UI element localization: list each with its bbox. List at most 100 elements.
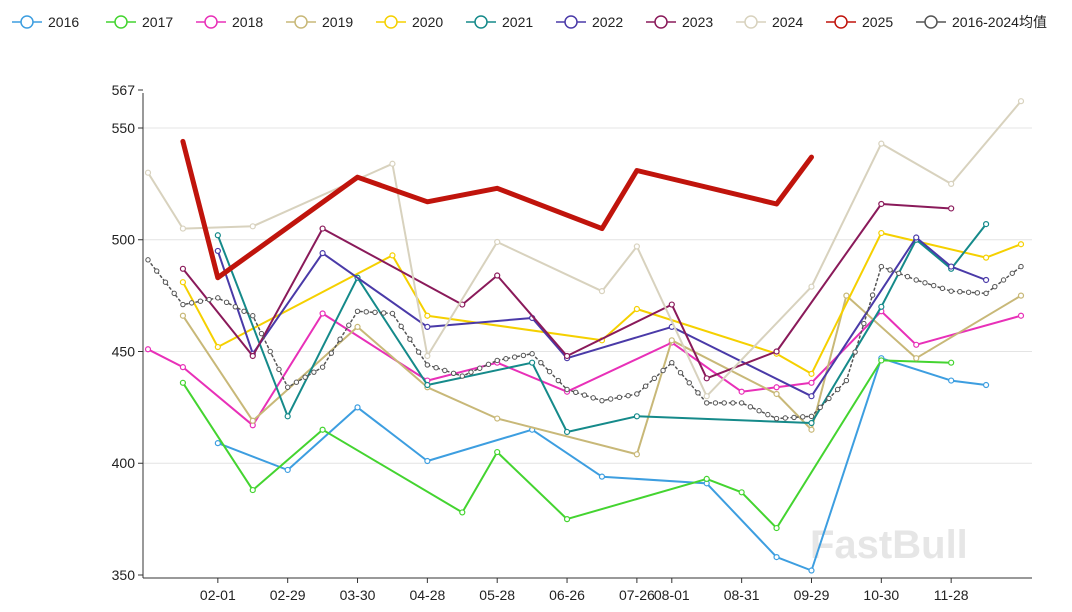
- data-point: [931, 282, 937, 289]
- data-point: [878, 357, 885, 364]
- legend-item-2025[interactable]: 2025: [826, 14, 893, 30]
- x-tick-label: 08-31: [724, 587, 760, 603]
- data-point: [843, 292, 850, 299]
- data-point: [773, 390, 780, 398]
- data-point: [703, 475, 710, 482]
- legend-item-2023[interactable]: 2023: [646, 14, 713, 30]
- data-point: [878, 200, 885, 208]
- data-point: [616, 394, 623, 401]
- data-point: [913, 277, 919, 283]
- data-point: [144, 169, 152, 176]
- data-point: [738, 400, 745, 406]
- data-point: [284, 384, 291, 390]
- legend-item-2016[interactable]: 2016: [12, 14, 79, 30]
- data-point: [607, 396, 614, 402]
- data-point: [1017, 312, 1025, 319]
- data-point: [939, 285, 946, 292]
- data-point: [922, 280, 928, 286]
- data-point: [695, 390, 701, 396]
- data-point: [800, 414, 806, 420]
- data-point: [494, 357, 500, 364]
- data-point: [808, 379, 815, 386]
- legend[interactable]: 2016 2017 2018 2019 2020 2021 2022 2023 2024 2025…: [12, 14, 1047, 30]
- legend-marker-icon: [114, 15, 128, 29]
- data-point: [494, 238, 501, 246]
- data-point: [389, 160, 396, 167]
- data-point: [354, 308, 361, 314]
- data-point: [494, 448, 501, 456]
- series-line: [216, 357, 988, 572]
- data-point: [214, 343, 221, 351]
- data-point: [459, 373, 465, 379]
- data-point: [957, 289, 963, 295]
- data-point: [896, 270, 902, 276]
- data-point: [704, 400, 710, 406]
- data-point: [599, 397, 605, 404]
- legend-marker-icon: [564, 15, 578, 29]
- data-point: [633, 413, 640, 420]
- legend-label: 2017: [142, 14, 173, 30]
- data-point: [555, 377, 562, 384]
- data-point: [249, 486, 256, 494]
- legend-label: 2019: [322, 14, 353, 30]
- legend-item-2024[interactable]: 2024: [736, 14, 803, 30]
- data-point: [284, 466, 291, 474]
- data-point: [948, 288, 954, 294]
- series-line: [181, 294, 1022, 456]
- data-point: [773, 554, 780, 561]
- data-point: [319, 426, 326, 433]
- data-point: [982, 381, 990, 389]
- x-tick-label: 09-29: [794, 587, 830, 603]
- legend-item-2022[interactable]: 2022: [556, 14, 623, 30]
- data-point: [206, 296, 212, 303]
- data-point: [337, 336, 343, 342]
- y-tick-label: 400: [112, 455, 136, 471]
- data-point: [878, 140, 885, 147]
- legend-item-2018[interactable]: 2018: [196, 14, 263, 30]
- data-point: [154, 268, 160, 274]
- data-point: [843, 377, 850, 384]
- data-point: [363, 309, 369, 315]
- series-2017: [179, 357, 955, 532]
- data-point: [982, 221, 990, 228]
- data-point: [992, 283, 998, 290]
- legend-item-2021[interactable]: 2021: [466, 14, 533, 30]
- data-point: [477, 365, 483, 371]
- watermark: FastBull: [810, 523, 968, 567]
- series-2024: [144, 98, 1025, 400]
- legend-item-2017[interactable]: 2017: [106, 14, 173, 30]
- data-point: [904, 273, 911, 280]
- data-point: [424, 362, 431, 368]
- x-tick-label: 06-26: [549, 587, 585, 603]
- data-point: [424, 381, 431, 389]
- data-point: [468, 369, 474, 375]
- data-point: [381, 310, 387, 316]
- data-point: [389, 252, 396, 259]
- legend-marker-icon: [654, 15, 668, 29]
- data-point: [598, 473, 606, 480]
- data-point: [188, 300, 195, 306]
- legend-item-2019[interactable]: 2019: [286, 14, 353, 30]
- data-point: [529, 359, 536, 366]
- data-point: [913, 234, 920, 241]
- data-point: [450, 370, 457, 376]
- data-point: [398, 323, 404, 330]
- legend-label: 2016-2024均值: [952, 14, 1047, 30]
- data-point: [598, 288, 606, 295]
- legend-item-2020[interactable]: 2020: [376, 14, 443, 30]
- data-point: [563, 352, 571, 360]
- data-point: [223, 299, 230, 306]
- legend-marker-icon: [474, 15, 488, 29]
- data-point: [948, 359, 955, 366]
- data-point: [293, 379, 300, 385]
- data-point: [983, 290, 989, 297]
- data-point: [686, 380, 692, 386]
- data-point: [982, 276, 990, 284]
- data-point: [485, 361, 492, 368]
- data-point: [668, 337, 675, 344]
- legend-marker-icon: [924, 15, 938, 29]
- legend-item-2016-2024均值[interactable]: 2016-2024均值: [916, 14, 1047, 30]
- series-layer: [144, 98, 1025, 574]
- data-point: [459, 509, 466, 516]
- data-point: [747, 404, 754, 410]
